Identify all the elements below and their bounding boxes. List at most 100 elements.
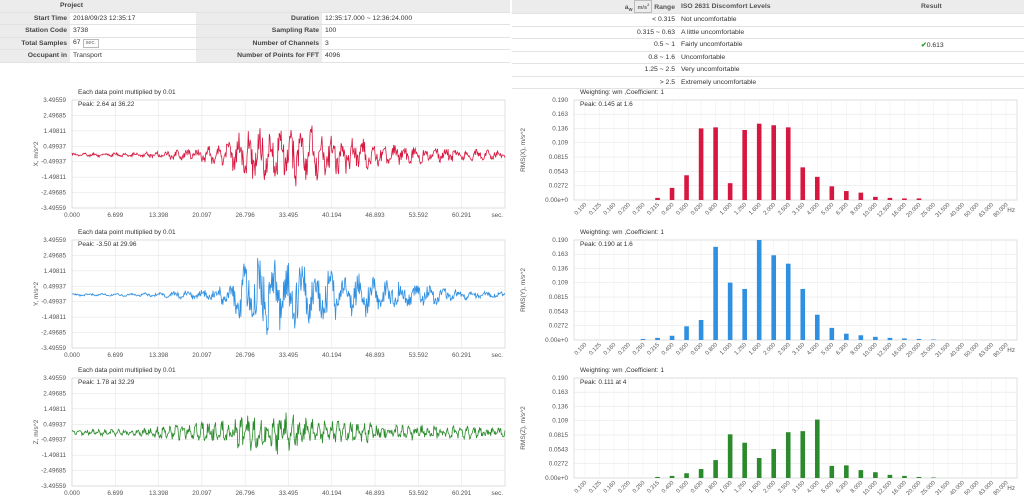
- start-time-label: Start Time: [0, 12, 70, 25]
- x-tick-label: 6.699: [107, 352, 123, 359]
- x-tick-label: 20.097: [192, 490, 212, 497]
- x-tick-label: 4.000: [806, 202, 821, 217]
- x-tick-label: 0.200: [617, 480, 632, 495]
- x-tick-label: 0.160: [603, 202, 618, 217]
- x-tick-label: 40.000: [949, 342, 966, 359]
- x-tick-label: 0.315: [646, 202, 661, 217]
- x-tick-label: 3.150: [792, 202, 807, 217]
- range-header-exp: 2: [647, 2, 650, 7]
- x-tick-label: 0.200: [617, 342, 632, 357]
- bar: [669, 475, 675, 478]
- x-tick-label: 2.000: [763, 342, 778, 357]
- x-tick-label: 2.500: [777, 342, 792, 357]
- x-tick-label: 3.150: [792, 342, 807, 357]
- iso-result: [918, 13, 1024, 27]
- x-tick-label: 10.000: [862, 202, 879, 219]
- bar: [713, 127, 718, 200]
- peak-label: Peak: -3.50 at 29.96: [78, 241, 137, 248]
- iso-range: 0.5 ~ 1: [512, 38, 678, 52]
- x-tick-label: 31.500: [935, 202, 952, 219]
- x-tick-label: 0.200: [617, 202, 632, 217]
- x-tick-label: 10.000: [862, 342, 879, 359]
- y-tick-label: 0.00e+0: [545, 197, 568, 204]
- bar: [916, 198, 922, 200]
- peak-label: Peak: 2.64 at 36.22: [78, 101, 135, 108]
- bar: [698, 128, 704, 200]
- bar: [785, 127, 791, 200]
- y-axis-label: X, m/s^2: [33, 141, 40, 166]
- y-tick-label: 0.0272: [549, 183, 569, 190]
- x-tick-label: 0.100: [574, 342, 589, 357]
- iso-row: 0.5 ~ 1 Fairly uncomfortable ✔0.613: [512, 38, 1024, 52]
- spectrum-chart-x: 0.190 0.163 0.136 0.109 0.0815 0.0543 0.0272 0.…: [520, 89, 1018, 219]
- x-tick-label: 2.500: [777, 480, 792, 495]
- iso-range: 0.8 ~ 1.6: [512, 51, 678, 65]
- station-code-value: 3738: [70, 24, 196, 38]
- plot-frame: [573, 99, 1018, 201]
- x-tick-label: 0.100: [574, 480, 589, 495]
- bar: [916, 476, 922, 478]
- y-tick-label: -0.49937: [41, 159, 66, 166]
- x-tick-label: 46.893: [365, 352, 385, 359]
- y-tick-label: 0.0815: [549, 432, 569, 439]
- iso-result: [918, 76, 1024, 90]
- iso-discomfort-table: aw m/s2 Range ISO 2631 Discomfort Levels …: [512, 0, 1024, 90]
- bar: [771, 449, 777, 478]
- range-header-unit: m/s: [637, 4, 648, 11]
- y-tick-label: 0.136: [552, 265, 568, 272]
- time-chart-z: 3.49559 2.49685 1.49811 0.49937 -0.49937 -1.4…: [33, 367, 506, 497]
- x-tick-label: 10.000: [862, 480, 879, 497]
- bar: [873, 196, 878, 200]
- x-tick-label: 40.000: [949, 480, 966, 497]
- iso-range: 0.315 ~ 0.63: [512, 26, 678, 40]
- result-header: Result: [918, 0, 1024, 15]
- x-tick-label: 0.100: [574, 202, 589, 217]
- bar: [785, 432, 791, 478]
- y-tick-label: 0.49937: [43, 421, 66, 428]
- x-tick-label: 20.097: [192, 212, 212, 219]
- x-tick-label: 60.291: [452, 212, 472, 219]
- x-tick-label: 53.592: [409, 490, 429, 497]
- measurement-info-table: Project Start Time 2018/09/23 12:35:17 D…: [0, 0, 510, 63]
- x-tick-label: 12.500: [877, 342, 894, 359]
- y-tick-label: 0.0272: [549, 323, 569, 330]
- y-tick-label: -2.49685: [41, 330, 66, 337]
- x-tick-label: 0.160: [603, 342, 618, 357]
- check-icon: ✔: [921, 41, 927, 49]
- bar: [771, 255, 777, 340]
- x-tick-label: 26.796: [236, 212, 256, 219]
- plot-frame: [573, 239, 1018, 341]
- multiplier-note: Each data point multiplied by 0.01: [78, 367, 176, 374]
- plot-frame: [573, 377, 1018, 479]
- x-tick-label: 1.250: [734, 342, 749, 357]
- y-tick-label: 1.49811: [44, 268, 67, 275]
- x-tick-label: 33.495: [279, 212, 299, 219]
- x-tick-label: 25.000: [920, 342, 937, 359]
- peak-label: Peak: 0.111 at 4: [580, 379, 627, 386]
- x-tick-label: 5.000: [821, 342, 836, 357]
- x-tick-label: 1.600: [748, 342, 763, 357]
- y-tick-label: 0.109: [552, 418, 568, 425]
- waveform-line: [71, 412, 506, 455]
- bar: [771, 125, 777, 200]
- bar: [873, 336, 878, 340]
- bar: [902, 475, 907, 478]
- bar: [713, 460, 718, 478]
- bar: [698, 320, 704, 340]
- y-tick-label: 0.0543: [549, 168, 569, 175]
- bar: [829, 186, 835, 200]
- iso-level: Extremely uncomfortable: [678, 76, 918, 90]
- y-tick-label: 0.0815: [549, 154, 569, 161]
- x-tick-label: 5.000: [821, 480, 836, 495]
- x-tick-label: 26.796: [236, 490, 256, 497]
- x-tick-label: 0.800: [705, 480, 720, 495]
- iso-level: Not uncomfortable: [678, 13, 918, 27]
- x-tick-label: 1.000: [719, 342, 734, 357]
- y-tick-label: -0.49937: [41, 437, 66, 444]
- x-tick-label: 0.500: [675, 202, 690, 217]
- x-tick-label: 0.630: [690, 342, 705, 357]
- bar: [655, 337, 660, 340]
- x-tick-label: 0.630: [690, 480, 705, 495]
- total-samples-unit: sec.: [82, 38, 99, 48]
- bar: [800, 288, 806, 340]
